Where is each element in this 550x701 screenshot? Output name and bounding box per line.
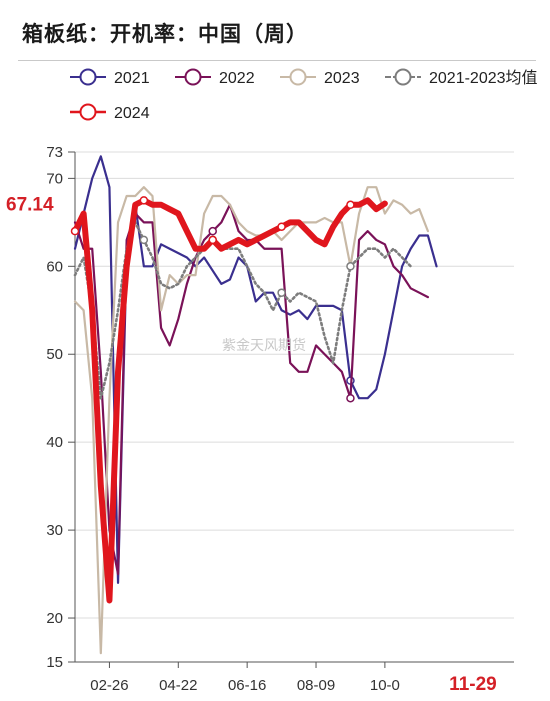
chart-title: 箱板纸：开机率：中国（周） [22,23,308,46]
legend-swatch-marker [184,68,202,86]
series-point [346,200,355,210]
series-point [70,226,80,236]
legend-label: 2021 [114,70,150,87]
series-line-2021 [73,155,438,584]
series-point [208,235,217,245]
legend-label: 2024 [114,105,150,122]
y-tick-label: 30 [46,522,63,539]
x-tick-label: 10-0 [370,677,400,694]
legend-label: 2022 [219,70,255,87]
series-point [139,196,149,205]
watermark: 紫金天风期货 [222,337,306,354]
x-tick-label: 08-09 [297,677,335,694]
legend-label: 2023 [324,70,360,87]
y-tick-label: 50 [46,346,63,363]
legend: 2021 2022 2023 2021-2023均值 2024 [70,68,538,122]
x-tick-label: 04-22 [159,677,197,694]
series-line-2024 [72,197,388,604]
y-tick-label: 70 [46,170,63,187]
legend-label: 2021-2023均值 [429,69,538,87]
y-tick-label: 15 [46,654,63,671]
legend-swatch-marker [79,68,97,86]
y-tick-label: 20 [46,610,63,627]
y-tick-label: 40 [46,434,63,451]
x-tick-label: 06-16 [228,677,266,694]
series-point [139,235,149,245]
legend-swatch-marker [394,68,412,86]
grid-lines [75,151,514,663]
y-tick-label: 73 [46,144,63,161]
series-group [70,155,438,655]
series-point [346,262,355,271]
series-line-2023 [73,186,430,655]
legend-swatch-marker [79,103,97,121]
axes: 15 20 30 40 50 60 70 73 02-26 04-22 06-16 08-09 10-0… [6,144,514,695]
series-point [346,393,355,403]
last-value-label: 67.14 [6,195,54,216]
series-point [277,288,286,297]
legend-swatch-marker [289,68,307,86]
x-tick-label-latest: 11-29 [449,674,497,695]
x-tick-label: 02-26 [90,677,128,694]
series-point [208,226,217,236]
series-point [277,222,286,231]
y-tick-label: 60 [46,258,63,275]
title-divider [18,60,536,61]
